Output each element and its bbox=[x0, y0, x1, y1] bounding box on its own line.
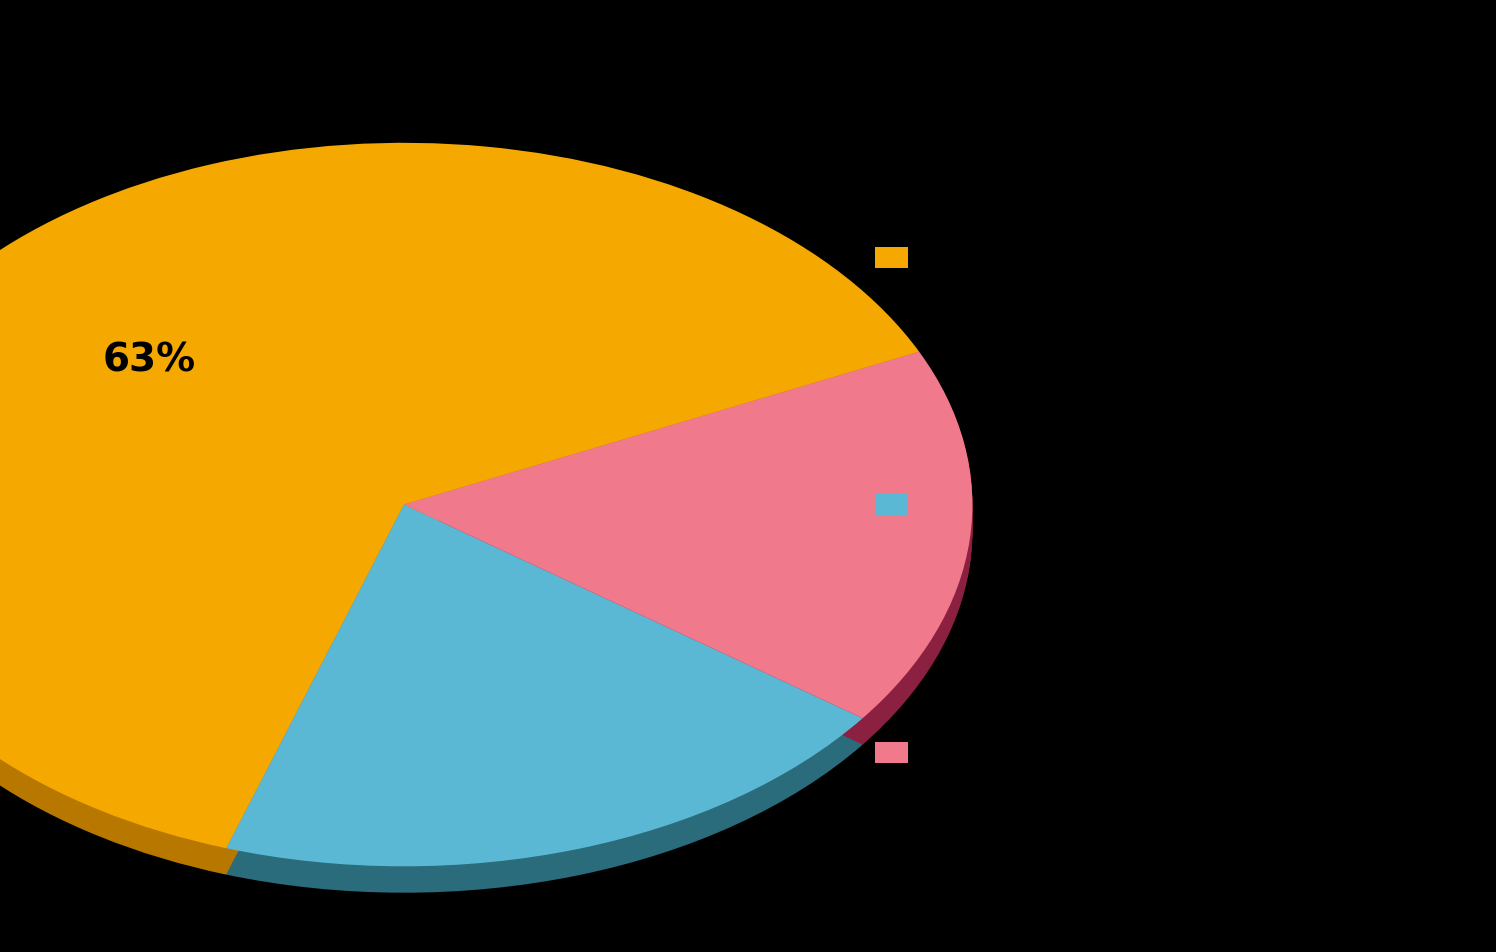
Wedge shape bbox=[226, 517, 863, 879]
Wedge shape bbox=[404, 354, 972, 721]
Wedge shape bbox=[0, 148, 919, 853]
Wedge shape bbox=[226, 527, 863, 889]
Wedge shape bbox=[226, 508, 863, 870]
Wedge shape bbox=[404, 360, 972, 726]
Wedge shape bbox=[404, 372, 972, 739]
Wedge shape bbox=[0, 143, 919, 848]
Wedge shape bbox=[404, 369, 972, 736]
Wedge shape bbox=[0, 150, 919, 856]
Wedge shape bbox=[404, 368, 972, 735]
Wedge shape bbox=[226, 531, 863, 893]
Wedge shape bbox=[226, 510, 863, 872]
Wedge shape bbox=[0, 162, 919, 867]
Wedge shape bbox=[226, 512, 863, 874]
Wedge shape bbox=[226, 522, 863, 883]
Wedge shape bbox=[0, 165, 919, 870]
Wedge shape bbox=[0, 166, 919, 871]
Wedge shape bbox=[0, 167, 919, 872]
Wedge shape bbox=[404, 374, 972, 741]
Wedge shape bbox=[0, 168, 919, 873]
Wedge shape bbox=[226, 528, 863, 890]
Wedge shape bbox=[404, 358, 972, 724]
Wedge shape bbox=[404, 351, 972, 718]
Text: 63%: 63% bbox=[102, 342, 196, 380]
Wedge shape bbox=[226, 505, 863, 866]
Wedge shape bbox=[0, 161, 919, 866]
Wedge shape bbox=[0, 160, 919, 865]
Wedge shape bbox=[226, 529, 863, 891]
Wedge shape bbox=[404, 367, 972, 733]
Wedge shape bbox=[226, 524, 863, 885]
Wedge shape bbox=[0, 153, 919, 859]
Wedge shape bbox=[404, 365, 972, 731]
Wedge shape bbox=[0, 147, 919, 852]
Wedge shape bbox=[0, 155, 919, 861]
FancyBboxPatch shape bbox=[875, 247, 908, 268]
Wedge shape bbox=[404, 367, 972, 734]
Wedge shape bbox=[0, 163, 919, 868]
Wedge shape bbox=[0, 149, 919, 854]
Wedge shape bbox=[0, 152, 919, 858]
Wedge shape bbox=[404, 355, 972, 722]
Wedge shape bbox=[404, 359, 972, 725]
Wedge shape bbox=[404, 378, 972, 744]
Wedge shape bbox=[226, 518, 863, 880]
Wedge shape bbox=[226, 525, 863, 886]
Wedge shape bbox=[226, 520, 863, 882]
Wedge shape bbox=[404, 377, 972, 744]
Wedge shape bbox=[226, 514, 863, 876]
Wedge shape bbox=[226, 506, 863, 867]
Wedge shape bbox=[0, 144, 919, 849]
Wedge shape bbox=[404, 353, 972, 720]
Wedge shape bbox=[226, 526, 863, 888]
Wedge shape bbox=[0, 156, 919, 862]
Wedge shape bbox=[226, 507, 863, 869]
Wedge shape bbox=[226, 509, 863, 871]
Wedge shape bbox=[0, 158, 919, 863]
Wedge shape bbox=[0, 151, 919, 857]
Wedge shape bbox=[404, 361, 972, 728]
Wedge shape bbox=[0, 157, 919, 863]
Wedge shape bbox=[404, 364, 972, 730]
Wedge shape bbox=[0, 146, 919, 851]
Wedge shape bbox=[404, 373, 972, 740]
Wedge shape bbox=[226, 523, 863, 884]
Wedge shape bbox=[0, 169, 919, 875]
Wedge shape bbox=[226, 519, 863, 881]
Wedge shape bbox=[404, 376, 972, 743]
FancyBboxPatch shape bbox=[875, 742, 908, 763]
Wedge shape bbox=[226, 513, 863, 875]
FancyBboxPatch shape bbox=[875, 494, 908, 515]
Wedge shape bbox=[226, 515, 863, 877]
Wedge shape bbox=[404, 356, 972, 723]
Wedge shape bbox=[404, 363, 972, 729]
Wedge shape bbox=[404, 371, 972, 738]
